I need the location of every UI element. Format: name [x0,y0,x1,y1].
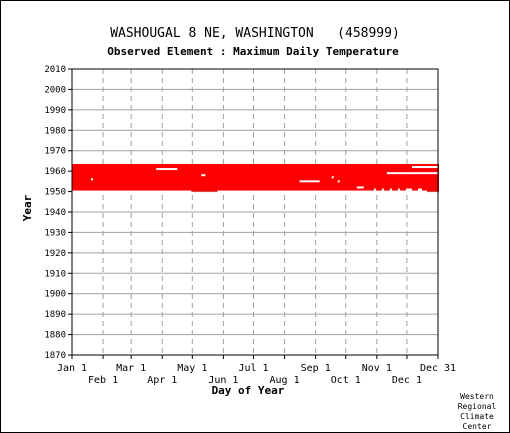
x-tick-label: May 1 [177,363,207,374]
credit-line: Climate [460,412,494,421]
x-tick-label: Oct 1 [331,375,361,386]
credit-line: Center [463,422,492,431]
missing-data-gap [91,178,94,181]
missing-data-gap [156,168,178,171]
missing-data-gap [331,176,334,179]
credit: Western Regional Climate Center [458,392,497,431]
y-tick-label: 1960 [44,167,66,177]
grid-lines [72,68,438,356]
y-tick-label: 1940 [44,208,66,218]
missing-data-gap [405,188,412,191]
missing-data-gap [356,186,364,189]
y-axis-label: Year [21,194,34,221]
chart-subtitle: Observed Element : Maximum Daily Tempera… [107,45,399,58]
y-tick-label: 1890 [44,310,66,320]
y-tick-label: 1900 [44,290,66,300]
missing-data-gap [72,190,192,193]
y-tick-label: 1920 [44,249,66,259]
y-tick-label: 1870 [44,351,66,361]
y-tick-label: 2010 [44,65,66,75]
y-axis-ticks: 2010 2000 1990 1980 1970 1960 1950 1940 1930 1920… [44,65,72,361]
missing-data-gap [386,172,438,175]
y-tick-label: 1910 [44,269,66,279]
missing-data-gap [411,166,438,169]
missing-data-gap [389,188,392,191]
x-tick-label: Aug 1 [270,375,300,386]
y-tick-label: 2000 [44,85,66,95]
x-tick-label: Apr 1 [147,375,177,386]
coverage-bar [72,163,439,192]
x-tick-label: Feb 1 [88,375,118,386]
missing-data-gap [381,188,384,191]
x-tick-label: Mar 1 [116,363,146,374]
y-tick-label: 1880 [44,331,66,341]
missing-data-gap [201,174,206,177]
credit-line: Western [460,392,494,401]
chart-title: WASHOUGAL 8 NE, WASHINGTON (458999) [110,26,400,41]
missing-data-gap [299,180,320,183]
y-tick-label: 1930 [44,228,66,238]
y-tick-label: 1980 [44,126,66,136]
data-coverage [72,163,439,193]
y-tick-label: 1990 [44,106,66,116]
x-tick-label: Jul 1 [238,363,268,374]
x-tick-label: Jan 1 [57,363,87,374]
missing-data-gap [417,188,422,191]
credit-line: Regional [458,402,497,411]
x-tick-label: Jun 1 [208,375,238,386]
x-axis-ticks: Jan 1 Mar 1 May 1 Jul 1 Sep 1 Nov 1 Dec 31 Feb … [57,355,456,386]
x-tick-label: Dec 1 [392,375,422,386]
y-tick-label: 1970 [44,147,66,157]
x-tick-label: Nov 1 [362,363,392,374]
missing-data-gap [397,188,400,191]
missing-data-gap [217,190,427,193]
x-tick-label: Dec 31 [420,363,456,374]
missing-data-gap [373,188,376,191]
x-axis-label: Day of Year [212,384,285,397]
y-tick-label: 1950 [44,188,66,198]
x-tick-label: Sep 1 [301,363,331,374]
missing-data-gap [337,180,340,183]
